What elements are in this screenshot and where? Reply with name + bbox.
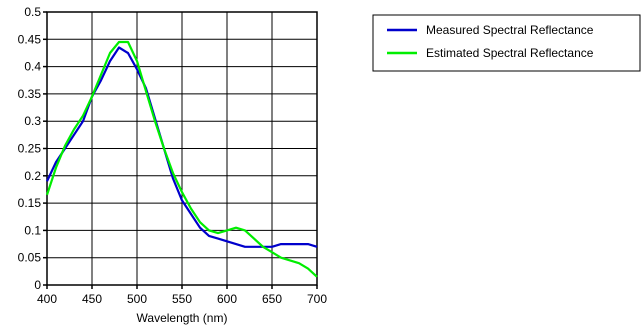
legend-label-2: Estimated Spectral Reflectance [426,46,594,60]
y-tick-label: 0.3 [24,114,41,128]
y-tick-label: 0.1 [24,223,41,237]
x-tick-label: 450 [82,292,102,306]
series-line-2 [45,40,318,278]
x-axis-label: Wavelength (nm) [137,311,228,325]
y-tick-label: 0.2 [24,169,41,183]
x-axis-ticks: 400 450 500 550 600 650 700 [37,285,327,306]
y-tick-label: 0.5 [24,5,41,19]
legend: Measured Spectral Reflectance Estimated S… [372,14,641,72]
x-tick-label: 700 [307,292,327,306]
legend-box [372,14,641,72]
y-tick-label: 0.35 [18,87,42,101]
x-tick-label: 400 [37,292,57,306]
y-tick-label: 0.25 [18,142,42,156]
x-tick-label: 600 [217,292,237,306]
y-tick-label: 0.4 [24,60,41,74]
x-tick-label: 650 [262,292,282,306]
y-axis-ticks: 0 0.05 0.1 0.15 0.2 0.25 0.3 0.35 0.4 0.45 0.5 [18,5,47,292]
series-layer [45,40,318,278]
legend-label-1: Measured Spectral Reflectance [426,23,594,37]
y-tick-label: 0 [34,278,41,292]
y-tick-label: 0.45 [18,32,42,46]
y-tick-label: 0.15 [18,196,42,210]
y-tick-label: 0.05 [18,251,42,265]
x-tick-label: 550 [172,292,192,306]
x-tick-label: 500 [127,292,147,306]
gridlines [46,11,318,286]
